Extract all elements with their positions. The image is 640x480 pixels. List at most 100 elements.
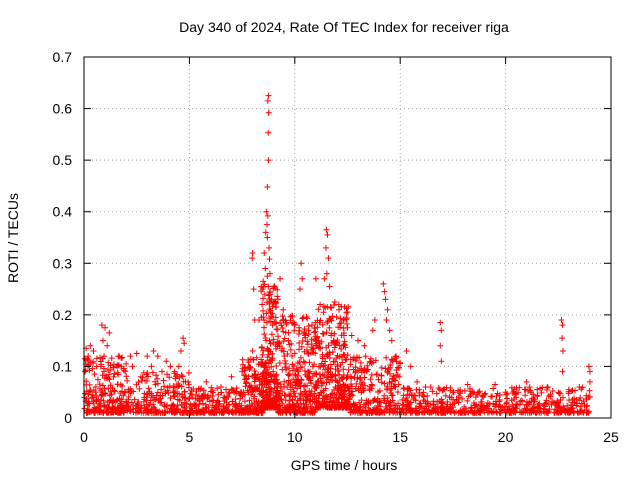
- data-point: [302, 359, 309, 366]
- data-point: [260, 375, 267, 382]
- data-point: [294, 360, 301, 367]
- data-point: [301, 367, 308, 374]
- data-point: [543, 397, 550, 404]
- data-point: [245, 359, 252, 366]
- data-point: [264, 97, 271, 104]
- data-point: [522, 386, 529, 393]
- data-point: [316, 401, 323, 408]
- data-point: [334, 352, 341, 359]
- data-point: [260, 278, 267, 285]
- data-point: [387, 406, 394, 413]
- data-point: [531, 398, 538, 405]
- data-point: [297, 364, 304, 371]
- data-point: [90, 398, 97, 405]
- data-point: [296, 339, 303, 346]
- data-point: [340, 342, 347, 349]
- data-point: [338, 320, 345, 327]
- data-point: [406, 407, 413, 414]
- data-point: [420, 389, 427, 396]
- data-point: [115, 353, 122, 360]
- data-point: [387, 390, 394, 397]
- data-point: [355, 337, 362, 344]
- data-point: [377, 399, 384, 406]
- data-point: [356, 374, 363, 381]
- data-point: [324, 366, 331, 373]
- data-point: [252, 371, 259, 378]
- data-point: [545, 393, 552, 400]
- data-point: [336, 306, 343, 313]
- data-point: [586, 408, 592, 415]
- data-point: [369, 327, 376, 334]
- data-point: [329, 399, 336, 406]
- data-point: [513, 394, 520, 401]
- data-point: [226, 390, 233, 397]
- data-point: [135, 379, 142, 386]
- y-tick-label: 0: [64, 410, 72, 426]
- data-point: [218, 384, 225, 391]
- data-point: [311, 390, 318, 397]
- data-point: [264, 345, 271, 352]
- data-point: [431, 405, 438, 412]
- data-point: [99, 372, 106, 379]
- data-point: [311, 361, 318, 368]
- data-point: [323, 351, 330, 358]
- data-point: [323, 403, 330, 410]
- data-point: [175, 382, 182, 389]
- data-point: [523, 398, 530, 405]
- data-point: [251, 374, 258, 381]
- data-point: [153, 409, 160, 416]
- data-point: [92, 383, 99, 390]
- data-point: [340, 330, 347, 337]
- data-point: [286, 393, 293, 400]
- data-point: [228, 373, 235, 380]
- data-point: [315, 337, 322, 344]
- data-point: [326, 283, 333, 290]
- data-point: [158, 386, 165, 393]
- data-point: [526, 409, 533, 416]
- data-point: [439, 400, 446, 407]
- data-point: [407, 387, 414, 394]
- data-point: [299, 275, 306, 282]
- data-point: [472, 394, 479, 401]
- data-point: [214, 397, 221, 404]
- data-point: [391, 383, 398, 390]
- data-point: [348, 332, 355, 339]
- data-point: [339, 359, 346, 366]
- data-point: [581, 406, 588, 413]
- data-point: [81, 355, 88, 362]
- data-point: [327, 394, 334, 401]
- data-point: [294, 385, 301, 392]
- data-point: [220, 394, 227, 401]
- data-point: [374, 371, 381, 378]
- data-point: [304, 350, 311, 357]
- data-point: [287, 392, 294, 399]
- data-point: [544, 384, 551, 391]
- data-point: [187, 390, 194, 397]
- data-point: [133, 350, 140, 357]
- data-point: [381, 392, 388, 399]
- data-point: [269, 303, 276, 310]
- data-point: [109, 399, 116, 406]
- data-point: [282, 360, 289, 367]
- data-point: [276, 390, 283, 397]
- data-point: [117, 390, 124, 397]
- data-point: [286, 409, 293, 416]
- data-point: [456, 393, 463, 400]
- data-points: [81, 92, 593, 416]
- data-point: [205, 394, 212, 401]
- data-point: [90, 387, 97, 394]
- data-point: [289, 361, 296, 368]
- data-point: [283, 319, 290, 326]
- data-point: [559, 322, 566, 329]
- data-point: [344, 324, 351, 331]
- data-point: [411, 392, 418, 399]
- data-point: [186, 395, 193, 402]
- data-point: [104, 375, 111, 382]
- data-point: [384, 369, 391, 376]
- data-point: [380, 280, 387, 287]
- data-point: [287, 313, 294, 320]
- data-point: [93, 355, 100, 362]
- data-point: [416, 386, 423, 393]
- data-point: [259, 301, 266, 308]
